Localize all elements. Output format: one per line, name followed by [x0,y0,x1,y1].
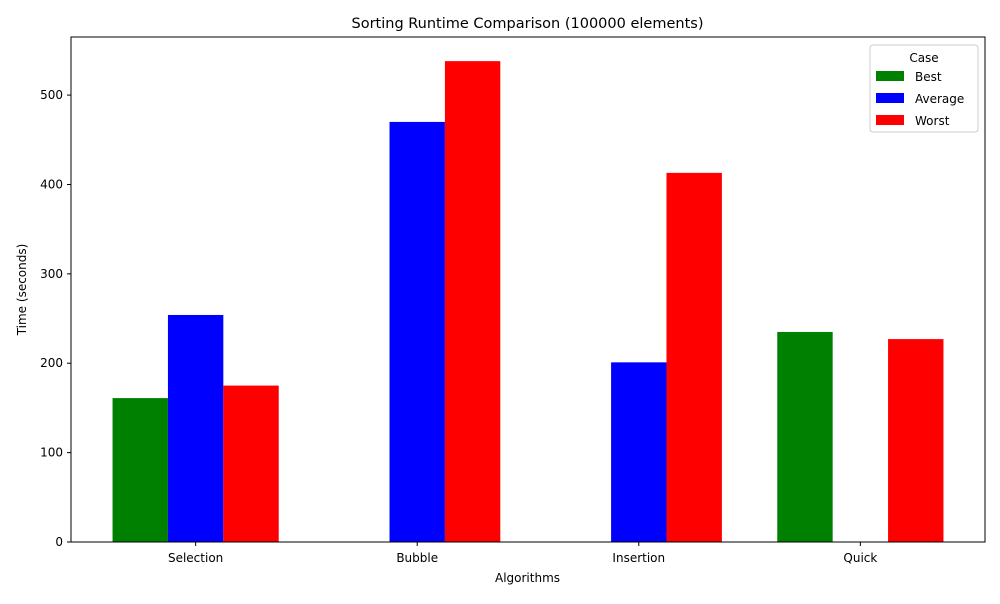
x-tick-label: Bubble [396,551,438,565]
legend-swatch-average [876,93,904,103]
legend-swatch-best [876,71,904,81]
legend-label-worst: Worst [915,114,950,128]
bar-average-insertion [611,362,667,542]
legend-label-best: Best [915,70,942,84]
legend: Case Best Average Worst [869,44,979,133]
legend-title: Case [909,51,938,65]
bar-average-selection [167,314,224,542]
bar-worst-selection [223,385,279,542]
legend-entries: Best Average Worst [876,70,964,128]
x-tick-label: Insertion [612,551,665,565]
bars-layer [112,61,944,543]
x-tick-label: Selection [168,551,223,565]
y-axis-label: Time (seconds) [15,244,29,337]
y-axis-ticks: 0 100 200 300 400 500 [40,88,71,549]
bar-best-selection [112,398,168,542]
legend-swatch-worst [876,115,904,125]
legend-label-average: Average [915,92,964,106]
bar-worst-insertion [666,172,722,543]
y-tick-label: 200 [40,356,63,370]
legend-frame [869,44,979,133]
chart-title: Sorting Runtime Comparison (100000 eleme… [352,16,704,32]
bar-average-bubble [389,121,445,543]
y-tick-label: 300 [40,267,63,281]
plot-frame [70,36,986,543]
x-tick-label: Quick [843,551,877,565]
y-tick-label: 0 [55,535,63,549]
x-axis-ticks: Selection Bubble Insertion Quick [168,542,877,565]
y-tick-label: 100 [40,446,63,460]
y-tick-label: 500 [40,88,63,102]
y-tick-label: 400 [40,177,63,191]
bar-worst-quick [888,339,944,542]
bar-worst-bubble [444,61,501,542]
bar-best-quick [777,331,833,542]
x-axis-label: Algorithms [495,571,560,585]
